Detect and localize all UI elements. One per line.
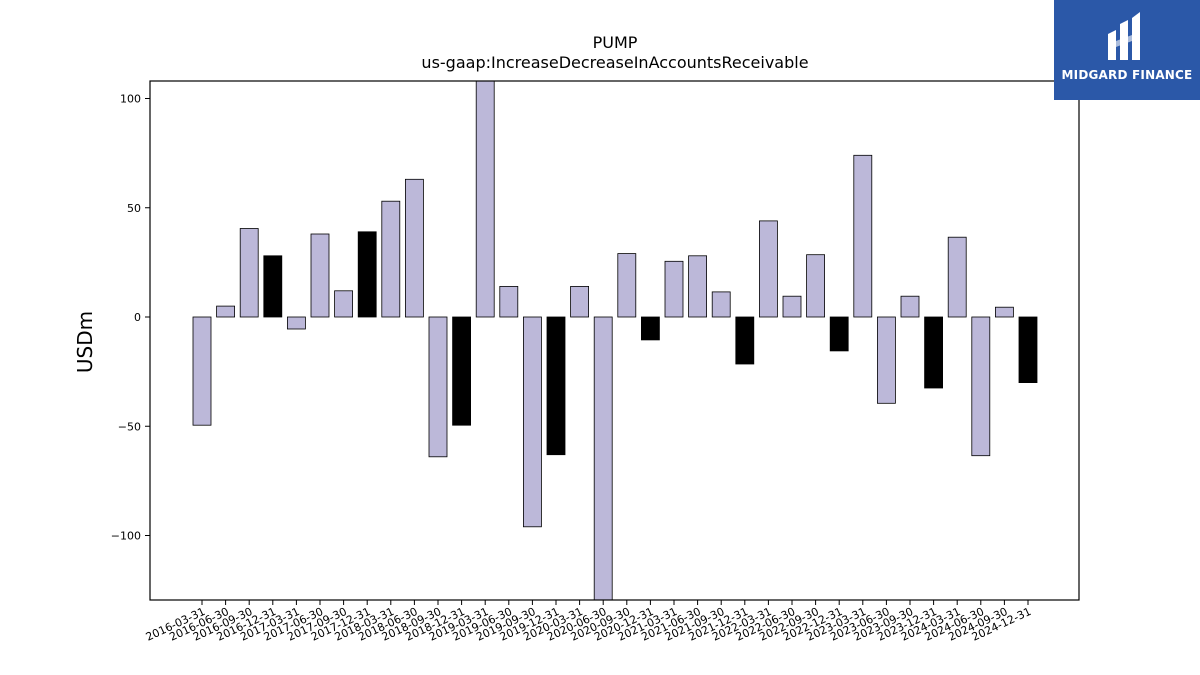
bar-2020-03-31 [570, 285, 589, 318]
bar-2017-12-31 [357, 231, 377, 318]
bar-2022-12-31 [829, 316, 849, 352]
bar-2017-06-30 [310, 233, 330, 318]
logo-mark-icon [1108, 12, 1140, 60]
chart-subtitle: us-gaap:IncreaseDecreaseInAccountsReceiv… [421, 53, 808, 72]
y-axis-label: USDm [73, 311, 97, 373]
bar-2016-12-31 [263, 255, 283, 318]
bar-2018-06-30 [404, 178, 424, 318]
bar-2023-09-30 [900, 295, 920, 318]
bar-2019-03-31 [475, 80, 495, 318]
bar-2021-06-30 [688, 255, 707, 318]
bar-2024-09-30 [995, 306, 1014, 318]
x-ticks-group: 2016-03-312016-06-302016-09-302016-12-31… [144, 600, 1033, 644]
bar-2018-12-31 [452, 316, 472, 426]
bar-2023-12-31 [924, 316, 943, 389]
bar-2022-06-30 [782, 295, 802, 318]
brand-logo: MIDGARD FINANCE [1054, 0, 1200, 100]
bar-2022-09-30 [806, 254, 825, 318]
bar-2021-03-31 [664, 260, 684, 318]
y-tick-label: 0 [134, 311, 141, 324]
bars-group [192, 80, 1038, 601]
bar-2021-12-31 [735, 316, 755, 365]
bar-2016-06-30 [216, 305, 236, 318]
bar-2023-03-31 [853, 154, 873, 318]
y-tick-label: −50 [118, 420, 141, 433]
bar-2018-09-30 [428, 316, 448, 458]
bar-2020-06-30 [593, 316, 613, 601]
bar-2024-03-31 [947, 236, 967, 318]
bar-2024-06-30 [971, 316, 991, 457]
bar-2023-06-30 [877, 316, 896, 404]
bar-2020-09-30 [617, 253, 637, 318]
bar-2016-09-30 [239, 228, 259, 318]
bar-2022-03-31 [759, 220, 778, 318]
y-tick-label: 100 [120, 93, 141, 106]
bar-2017-09-30 [334, 290, 354, 318]
bar-2019-06-30 [499, 285, 519, 318]
bar-2018-03-31 [381, 200, 401, 318]
y-ticks-group: −100 −50 0 50 100 [111, 93, 150, 543]
bar-2019-12-31 [546, 316, 566, 456]
bar-2019-09-30 [523, 316, 542, 528]
chart-title: PUMP [593, 33, 638, 52]
y-tick-label: −100 [111, 530, 141, 543]
brand-name: MIDGARD FINANCE [1061, 68, 1193, 82]
bar-2016-03-31 [192, 316, 212, 426]
bar-2020-12-31 [641, 316, 660, 341]
bar-2024-12-31 [1018, 316, 1038, 383]
bar-2017-03-31 [286, 316, 306, 330]
y-tick-label: 50 [127, 202, 141, 215]
plot-frame [149, 80, 1080, 601]
bar-2021-09-30 [711, 291, 731, 318]
